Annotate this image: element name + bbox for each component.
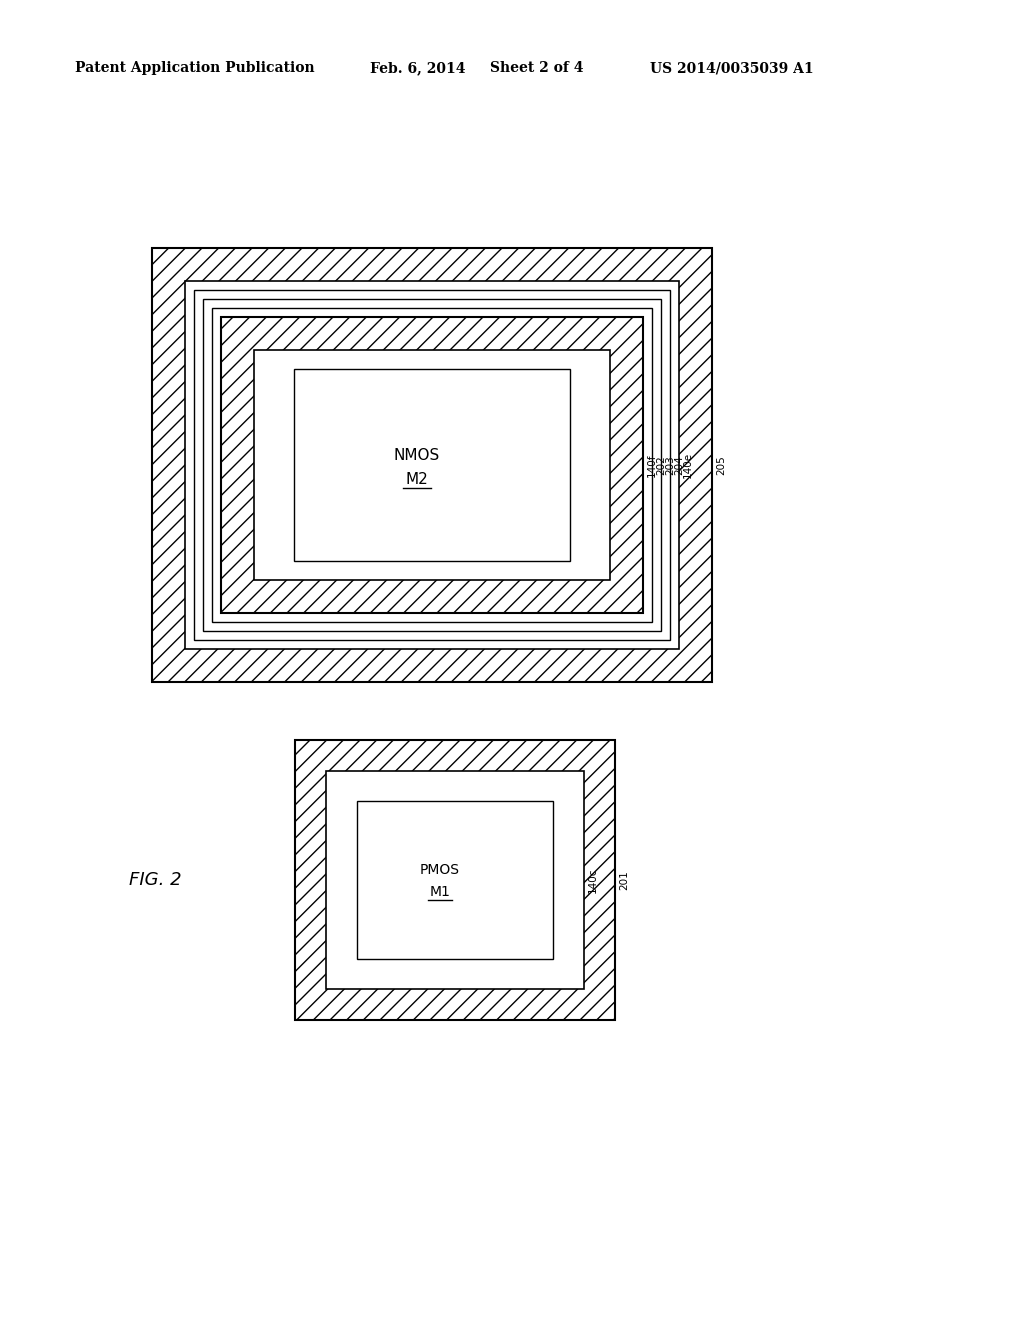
Text: 201: 201: [618, 870, 629, 890]
Bar: [326, 771, 584, 989]
Text: FIG. 2: FIG. 2: [129, 871, 181, 888]
Bar: [295, 741, 615, 1020]
Bar: [152, 248, 712, 682]
Text: 140e: 140e: [683, 451, 693, 478]
Text: PMOS: PMOS: [420, 863, 460, 876]
Text: Sheet 2 of 4: Sheet 2 of 4: [490, 61, 584, 75]
Bar: [194, 290, 670, 640]
Text: 205: 205: [716, 455, 726, 475]
Text: 203: 203: [665, 455, 675, 475]
Bar: [212, 308, 652, 622]
Bar: [203, 300, 662, 631]
Text: 140f: 140f: [647, 453, 657, 477]
Text: 202: 202: [656, 455, 666, 475]
Text: Feb. 6, 2014: Feb. 6, 2014: [370, 61, 466, 75]
Text: 140c: 140c: [588, 867, 598, 892]
Bar: [254, 350, 610, 579]
Text: Patent Application Publication: Patent Application Publication: [75, 61, 314, 75]
Text: M2: M2: [406, 473, 428, 487]
Bar: [294, 370, 570, 561]
Text: M1: M1: [429, 884, 451, 899]
Text: US 2014/0035039 A1: US 2014/0035039 A1: [650, 61, 814, 75]
Text: 204: 204: [674, 455, 684, 475]
Text: NMOS: NMOS: [394, 447, 440, 462]
Bar: [185, 281, 679, 649]
Bar: [357, 801, 553, 960]
Bar: [221, 317, 643, 612]
